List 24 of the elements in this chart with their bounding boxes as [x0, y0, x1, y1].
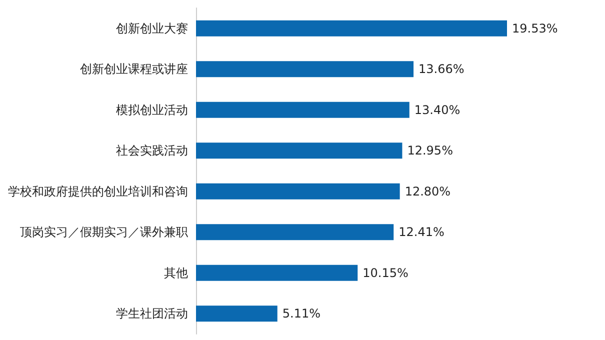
bar	[196, 142, 402, 159]
bar	[196, 20, 507, 36]
y-tick-label: 学生社团活动	[116, 306, 188, 321]
y-tick-label: 学校和政府提供的创业培训和咨询	[8, 184, 188, 198]
bar	[196, 183, 400, 200]
bar	[196, 264, 358, 281]
data-label: 12.95%	[407, 144, 453, 158]
bar	[196, 306, 278, 322]
data-label: 19.53%	[512, 21, 558, 36]
y-tick-label: 其他	[164, 266, 188, 280]
data-label: 13.66%	[418, 62, 464, 76]
data-label: 12.41%	[398, 225, 444, 240]
y-tick-label: 创新创业大赛	[116, 21, 188, 36]
y-tick-label: 顶岗实习／假期实习／课外兼职	[20, 225, 188, 240]
bar	[196, 61, 414, 78]
bar	[196, 102, 410, 118]
bar	[196, 224, 394, 240]
y-tick-label: 创新创业课程或讲座	[80, 62, 188, 76]
data-label: 5.11%	[282, 306, 320, 321]
data-label: 13.40%	[414, 102, 460, 117]
y-tick-label: 模拟创业活动	[116, 102, 188, 117]
data-label: 10.15%	[362, 266, 408, 280]
data-label: 12.80%	[404, 184, 451, 198]
y-tick-label: 社会实践活动	[116, 144, 188, 158]
